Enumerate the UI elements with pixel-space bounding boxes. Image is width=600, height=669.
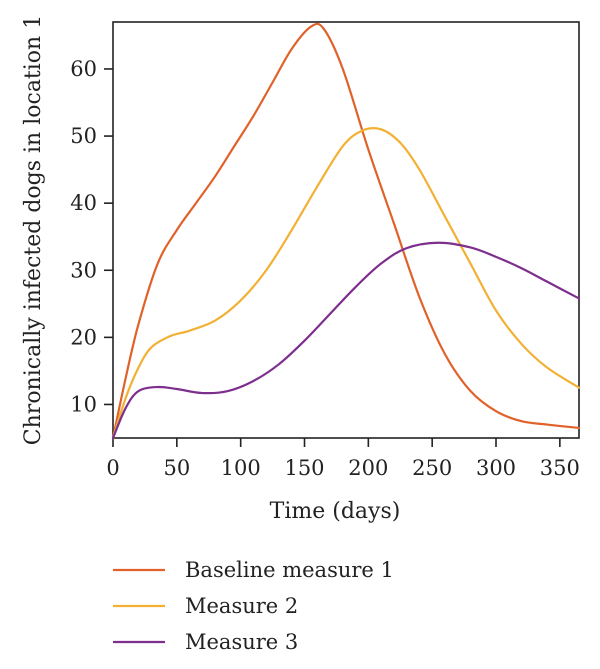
x-tick-label: 0: [106, 456, 119, 480]
y-tick-label: 40: [70, 191, 97, 215]
y-tick-label: 60: [70, 57, 97, 81]
series-line-baseline-measure-1: [111, 22, 581, 440]
x-tick-label: 350: [540, 456, 580, 480]
series-line-measure-2: [111, 127, 581, 440]
legend-label-measure-2: Measure 2: [185, 594, 298, 618]
y-tick-label: 50: [70, 124, 97, 148]
plot-frame: [112, 21, 580, 439]
x-axis-title: Time (days): [270, 499, 401, 524]
series-lines: [111, 22, 581, 440]
x-tick-label: 250: [412, 456, 452, 480]
legend-label-measure-3: Measure 3: [185, 630, 298, 654]
legend-label-baseline-measure-1: Baseline measure 1: [185, 558, 394, 582]
series-line-measure-3: [111, 241, 581, 440]
x-tick-label: 100: [221, 456, 261, 480]
y-tick-label: 30: [70, 258, 97, 282]
x-axis: 0 50 100 150 200 250 300 350: [106, 438, 580, 480]
y-axis: 10 20 30 40 50 60: [70, 57, 113, 416]
x-tick-label: 150: [284, 456, 324, 480]
x-tick-label: 200: [348, 456, 388, 480]
x-tick-label: 300: [476, 456, 516, 480]
y-tick-label: 10: [70, 392, 97, 416]
x-tick-label: 50: [163, 456, 190, 480]
y-tick-label: 20: [70, 325, 97, 349]
legend: Baseline measure 1 Measure 2 Measure 3: [113, 558, 394, 654]
y-axis-title: Chronically infected dogs in location 1: [21, 15, 46, 445]
